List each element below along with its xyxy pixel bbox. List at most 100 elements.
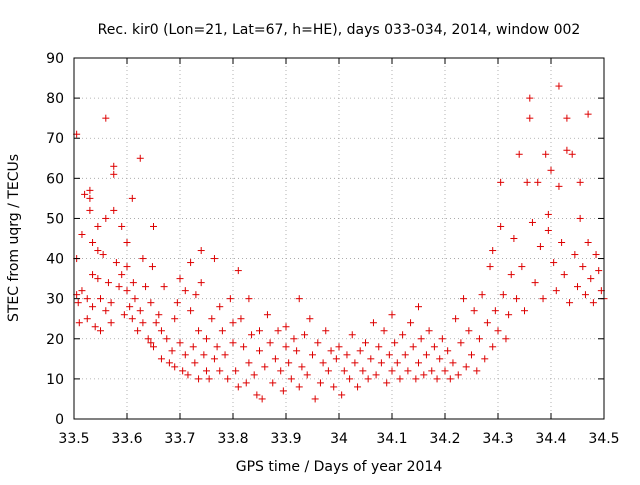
data-point xyxy=(417,335,425,343)
data-point xyxy=(547,166,555,174)
data-point xyxy=(171,363,179,371)
x-tick-label: 33.9 xyxy=(270,431,301,447)
data-point xyxy=(168,347,176,355)
data-point xyxy=(534,178,542,186)
data-point xyxy=(203,335,210,343)
data-point xyxy=(528,218,536,226)
data-point xyxy=(574,283,581,291)
data-point xyxy=(181,287,189,295)
data-point xyxy=(428,367,436,375)
data-point xyxy=(457,339,465,347)
data-point xyxy=(218,327,226,335)
data-point xyxy=(589,299,597,307)
data-point xyxy=(261,363,269,371)
data-point xyxy=(179,367,187,375)
data-point xyxy=(94,275,102,283)
data-point xyxy=(359,367,367,375)
data-point xyxy=(393,359,401,367)
data-point xyxy=(505,311,513,319)
data-point xyxy=(510,235,518,242)
y-tick-label: 20 xyxy=(46,332,64,348)
data-point xyxy=(560,271,568,279)
data-point xyxy=(245,359,253,367)
data-point xyxy=(150,343,157,351)
data-point xyxy=(74,299,82,307)
x-tick-label: 33.8 xyxy=(217,431,248,447)
data-point xyxy=(473,367,481,375)
data-point xyxy=(263,311,271,319)
data-point xyxy=(192,291,200,299)
data-point xyxy=(176,275,184,283)
data-point xyxy=(176,339,184,347)
data-point xyxy=(462,363,470,371)
data-point xyxy=(229,319,237,327)
axis-ticks xyxy=(73,57,605,420)
data-point xyxy=(118,271,126,279)
data-point xyxy=(470,307,478,315)
data-point xyxy=(407,319,415,327)
data-point xyxy=(142,283,150,291)
data-point xyxy=(86,194,94,202)
data-point xyxy=(184,371,192,379)
x-tick-label: 34.4 xyxy=(535,431,566,447)
data-point xyxy=(401,351,409,359)
data-point xyxy=(229,339,237,347)
data-point xyxy=(83,315,91,323)
data-point xyxy=(346,375,354,383)
data-point xyxy=(148,263,156,271)
data-point xyxy=(271,355,279,363)
data-point xyxy=(240,343,248,351)
x-tick-label: 34.3 xyxy=(482,431,513,447)
data-point xyxy=(160,283,168,291)
data-point xyxy=(131,295,139,303)
data-point xyxy=(256,327,263,335)
data-point xyxy=(571,251,579,259)
data-point xyxy=(311,395,319,403)
data-point xyxy=(454,371,462,379)
data-point xyxy=(139,255,147,263)
data-point xyxy=(197,247,205,255)
data-point xyxy=(555,182,563,190)
data-point xyxy=(128,315,136,323)
data-point xyxy=(523,178,531,186)
data-point xyxy=(364,375,372,383)
data-point xyxy=(205,375,213,383)
data-point xyxy=(245,295,253,303)
data-point xyxy=(576,214,584,222)
data-point xyxy=(295,383,303,391)
chart-title: Rec. kir0 (Lon=21, Lat=67, h=HE), days 0… xyxy=(98,22,581,38)
data-point xyxy=(581,291,589,299)
data-point xyxy=(290,335,298,343)
data-point xyxy=(351,359,359,367)
data-point xyxy=(171,315,179,323)
data-point xyxy=(86,186,94,194)
data-point xyxy=(563,146,571,154)
data-point xyxy=(356,347,364,355)
data-point xyxy=(314,339,322,347)
data-point xyxy=(362,339,369,347)
data-point xyxy=(107,299,115,307)
y-tick-label: 40 xyxy=(46,252,64,268)
data-point xyxy=(89,303,97,311)
data-point xyxy=(330,383,338,391)
data-point xyxy=(226,295,234,303)
data-point xyxy=(144,335,152,343)
data-point xyxy=(157,327,165,335)
data-point xyxy=(388,311,396,319)
y-tick-label: 0 xyxy=(55,412,64,428)
y-tick-label: 10 xyxy=(46,372,64,388)
data-point xyxy=(147,339,155,347)
data-point xyxy=(163,335,171,343)
y-tick-labels: 0 10 20 30 40 50 60 70 80 90 xyxy=(46,51,64,428)
data-point xyxy=(102,307,110,315)
data-point xyxy=(377,359,385,367)
data-point xyxy=(173,299,181,307)
data-point xyxy=(306,315,314,323)
data-point xyxy=(380,327,388,335)
data-point xyxy=(234,383,242,391)
data-point xyxy=(110,162,118,170)
data-point xyxy=(274,327,282,335)
data-point xyxy=(558,239,566,247)
data-point xyxy=(372,371,380,379)
